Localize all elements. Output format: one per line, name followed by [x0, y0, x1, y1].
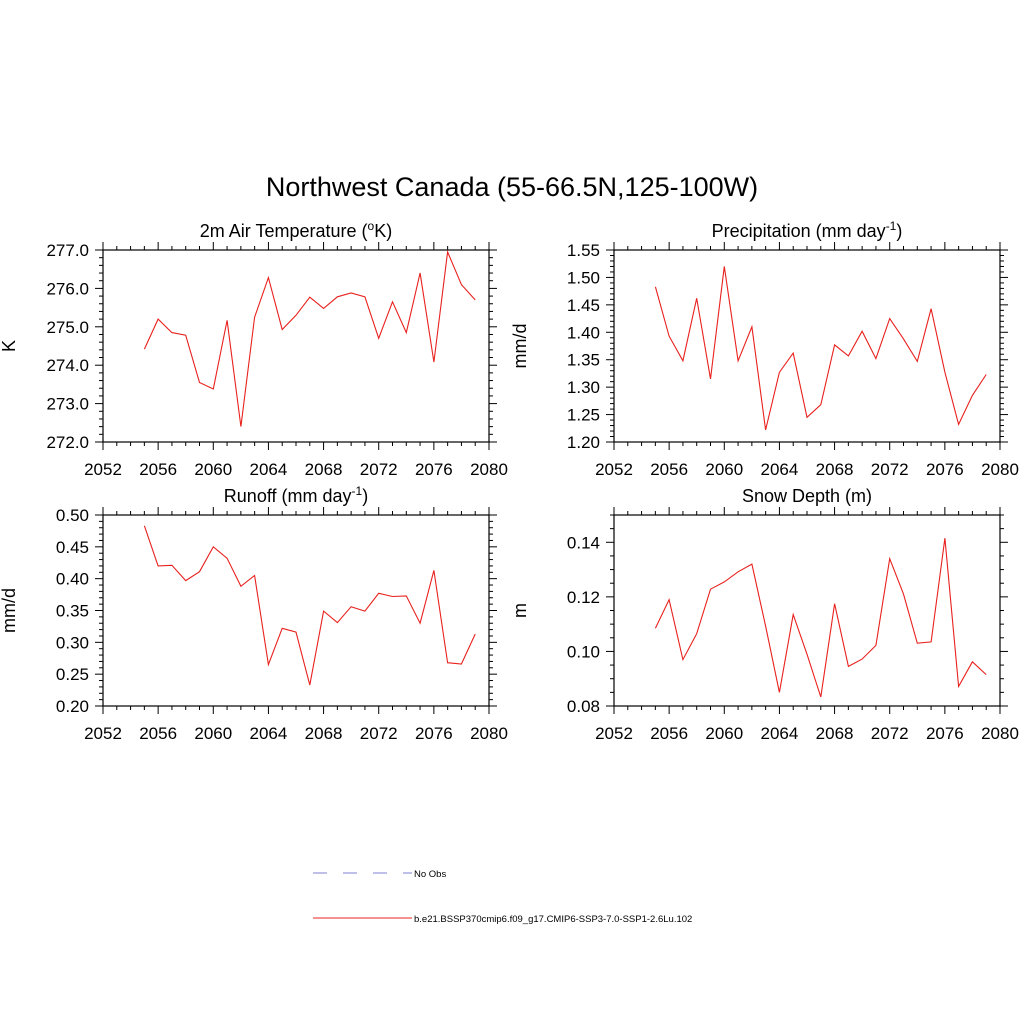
- panel-title-suffix: K): [374, 221, 392, 241]
- series-line: [143, 249, 476, 427]
- y-axis-label: mm/d: [510, 324, 530, 369]
- y-tick-label: 0.40: [56, 570, 89, 589]
- legend-label: No Obs: [414, 869, 446, 880]
- y-tick-label: 0.25: [56, 665, 89, 684]
- y-tick-label: 1.50: [567, 268, 600, 287]
- y-axis-label: m: [510, 603, 530, 618]
- x-tick-label: 2064: [761, 724, 799, 743]
- x-tick-label: 2052: [595, 460, 633, 479]
- x-tick-label: 2068: [816, 724, 854, 743]
- y-tick-label: 1.55: [567, 241, 600, 260]
- panel-title: Precipitation (mm day-1): [712, 219, 903, 241]
- y-tick-label: 0.50: [56, 506, 89, 525]
- x-tick-label: 2080: [981, 724, 1019, 743]
- y-tick-label: 1.45: [567, 296, 600, 315]
- x-tick-label: 2072: [871, 724, 909, 743]
- x-tick-label: 2056: [139, 724, 177, 743]
- panel-title-text: 2m Air Temperature (: [200, 221, 368, 241]
- y-tick-label: 276.0: [46, 279, 89, 298]
- panel-title: Snow Depth (m): [742, 486, 872, 506]
- panel-title: 2m Air Temperature (oK): [200, 219, 392, 241]
- series-line: [143, 525, 476, 686]
- x-tick-label: 2056: [139, 460, 177, 479]
- y-tick-label: 0.10: [567, 642, 600, 661]
- plot-frame: [102, 514, 490, 707]
- y-axis-label: mm/d: [0, 588, 19, 633]
- panel-title-suffix: ): [896, 221, 902, 241]
- y-tick-label: 1.25: [567, 406, 600, 425]
- panel-title-superscript: -1: [886, 219, 897, 233]
- x-tick-label: 2076: [926, 460, 964, 479]
- y-tick-label: 277.0: [46, 241, 89, 260]
- panel-title: Runoff (mm day-1): [224, 484, 368, 506]
- x-tick-label: 2076: [415, 460, 453, 479]
- legend: No Obs b.e21.BSSP370cmip6.f09_g17.CMIP6-S…: [313, 869, 692, 925]
- y-tick-label: 0.35: [56, 602, 89, 621]
- panel-title-superscript: -1: [352, 484, 363, 498]
- y-tick-label: 0.12: [567, 588, 600, 607]
- x-tick-label: 2080: [981, 460, 1019, 479]
- x-tick-label: 2072: [871, 460, 909, 479]
- series-line: [654, 266, 987, 431]
- legend-label: b.e21.BSSP370cmip6.f09_g17.CMIP6-SSP3-7.…: [414, 914, 692, 925]
- y-tick-label: 0.14: [567, 533, 600, 552]
- y-tick-label: 0.08: [567, 697, 600, 716]
- y-tick-label: 272.0: [46, 433, 89, 452]
- x-tick-label: 2068: [305, 724, 343, 743]
- panel-4: Snow Depth (m) m 2052 2056 2060 2064 2068 2072 2…: [510, 486, 1019, 743]
- x-tick-label: 2076: [415, 724, 453, 743]
- figure-title: Northwest Canada (55-66.5N,125-100W): [266, 172, 758, 202]
- x-tick-label: 2052: [595, 724, 633, 743]
- panel-title-superscript: o: [368, 219, 375, 233]
- y-axis-label: K: [0, 340, 19, 352]
- y-tick-label: 1.40: [567, 323, 600, 342]
- panel-title-text: Runoff (mm day: [224, 486, 352, 506]
- x-tick-label: 2072: [360, 724, 398, 743]
- panel-1: 2m Air Temperature (oK) K 2052 2056 2060 2064…: [0, 219, 508, 479]
- panel-title-text: Precipitation (mm day: [712, 221, 886, 241]
- x-tick-label: 2052: [84, 460, 122, 479]
- y-tick-label: 1.20: [567, 433, 600, 452]
- x-tick-label: 2064: [761, 460, 799, 479]
- y-tick-label: 275.0: [46, 318, 89, 337]
- x-tick-label: 2068: [305, 460, 343, 479]
- panel-3: Runoff (mm day-1) mm/d 2052 2056 2060 2064 206…: [0, 484, 508, 743]
- x-tick-label: 2060: [705, 460, 743, 479]
- legend-item-2: b.e21.BSSP370cmip6.f09_g17.CMIP6-SSP3-7.…: [313, 914, 692, 925]
- x-tick-label: 2064: [250, 724, 288, 743]
- y-tick-label: 0.30: [56, 633, 89, 652]
- x-tick-label: 2060: [194, 460, 232, 479]
- x-tick-label: 2060: [194, 724, 232, 743]
- plot-frame: [613, 249, 1001, 443]
- x-tick-label: 2080: [470, 724, 508, 743]
- x-tick-label: 2056: [650, 460, 688, 479]
- panel-title-text: Snow Depth (m): [742, 486, 872, 506]
- legend-item-1: No Obs: [313, 869, 446, 880]
- y-tick-label: 273.0: [46, 395, 89, 414]
- x-tick-label: 2068: [816, 460, 854, 479]
- y-tick-label: 274.0: [46, 356, 89, 375]
- panel-title-suffix: ): [362, 486, 368, 506]
- y-tick-label: 0.45: [56, 538, 89, 557]
- y-tick-label: 0.20: [56, 697, 89, 716]
- panel-2: Precipitation (mm day-1) mm/d 2052 2056 2060…: [510, 219, 1019, 479]
- x-tick-label: 2052: [84, 724, 122, 743]
- y-tick-label: 1.35: [567, 351, 600, 370]
- series-line: [654, 538, 987, 698]
- x-tick-label: 2076: [926, 724, 964, 743]
- x-tick-label: 2080: [470, 460, 508, 479]
- panels: 2m Air Temperature (oK) K 2052 2056 2060 2064…: [0, 219, 1019, 743]
- x-tick-label: 2072: [360, 460, 398, 479]
- x-tick-label: 2056: [650, 724, 688, 743]
- x-tick-label: 2064: [250, 460, 288, 479]
- x-tick-label: 2060: [705, 724, 743, 743]
- y-tick-label: 1.30: [567, 378, 600, 397]
